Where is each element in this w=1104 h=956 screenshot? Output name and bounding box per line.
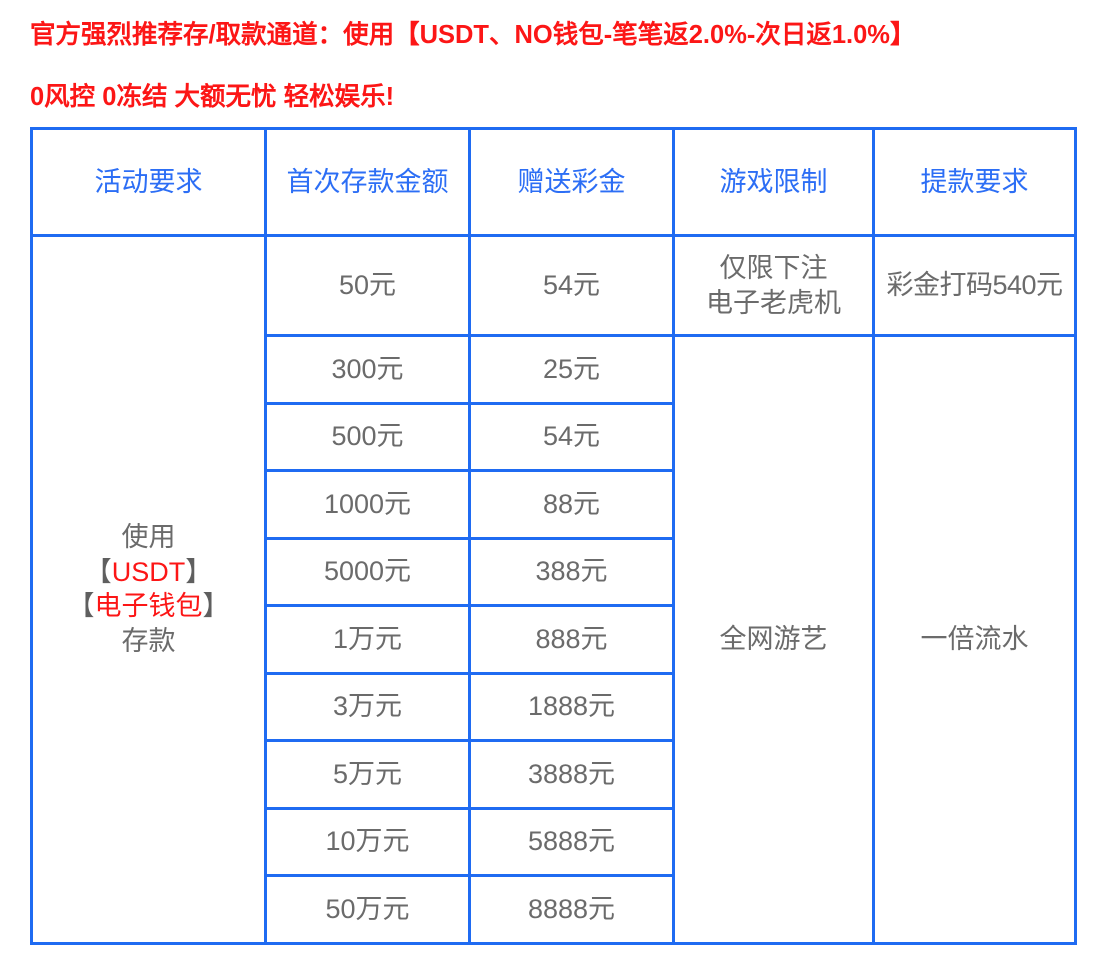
cell-deposit-amount: 300元 <box>264 334 471 405</box>
cell-deposit-amount: 1000元 <box>264 469 471 540</box>
cell-bonus-amount: 8888元 <box>468 874 675 945</box>
column-header-activity-requirement: 活动要求 <box>30 127 267 237</box>
column-header-withdrawal-requirement: 提款要求 <box>872 127 1077 237</box>
cell-deposit-amount: 50元 <box>264 234 471 337</box>
cell-deposit-amount: 5000元 <box>264 536 471 607</box>
table-row: 3万元 1888元 <box>32 671 1076 742</box>
bracket-open: 【 <box>84 556 112 587</box>
requirement-ewallet-label: 电子钱包 <box>94 591 203 622</box>
column-header-first-deposit-amount: 首次存款金额 <box>264 127 471 237</box>
cell-bonus-amount: 88元 <box>468 469 675 540</box>
cell-deposit-amount: 10万元 <box>264 806 471 877</box>
bracket-close: 】 <box>185 556 213 587</box>
requirement-line-use: 使用 <box>121 522 176 553</box>
promo-line-secondary: 0风控 0冻结 大额无忧 轻松娱乐! <box>30 83 395 111</box>
cell-bonus-amount: 3888元 <box>468 739 675 810</box>
column-header-bonus-amount: 赠送彩金 <box>468 127 675 237</box>
requirement-line-ewallet: 【电子钱包】 <box>33 589 264 624</box>
cell-bonus-amount: 888元 <box>468 604 675 675</box>
bonus-table: 活动要求 首次存款金额 赠送彩金 游戏限制 提款要求 使用 【USDT】 【电子… <box>30 127 1077 945</box>
table-row: 使用 【USDT】 【电子钱包】 存款 50元 54元 仅限下注 电子老虎机 彩… <box>30 234 1077 945</box>
column-header-game-restriction: 游戏限制 <box>672 127 875 237</box>
table-row: 1000元 88元 <box>32 469 1076 540</box>
bracket-open: 【 <box>67 591 95 622</box>
cell-deposit-amount: 5万元 <box>264 739 471 810</box>
cell-bonus-amount: 25元 <box>468 334 675 405</box>
game-restriction-line-2: 电子老虎机 <box>706 287 841 318</box>
requirement-usdt-label: USDT <box>111 556 186 587</box>
table-row: 10万元 5888元 <box>32 806 1076 877</box>
table-row: 500元 54元 <box>32 401 1076 472</box>
cell-bonus-amount: 54元 <box>468 401 675 472</box>
requirement-line-deposit: 存款 <box>121 625 176 656</box>
cell-bonus-amount: 54元 <box>468 234 675 337</box>
cell-deposit-amount: 1万元 <box>264 604 471 675</box>
cell-activity-requirement: 使用 【USDT】 【电子钱包】 存款 <box>30 234 267 945</box>
bonus-table-container: 活动要求 首次存款金额 赠送彩金 游戏限制 提款要求 使用 【USDT】 【电子… <box>30 127 1077 945</box>
cell-game-restriction-rest: 全网游艺 <box>672 334 875 945</box>
cell-withdrawal-requirement-first: 彩金打码540元 <box>872 234 1077 337</box>
table-row: 5万元 3888元 <box>32 739 1076 810</box>
bracket-close: 】 <box>202 591 230 622</box>
table-row: 300元 25元 全网游艺 一倍流水 <box>32 334 1077 945</box>
game-restriction-line-1: 仅限下注 <box>719 252 828 283</box>
cell-bonus-amount: 5888元 <box>468 806 675 877</box>
cell-bonus-amount: 388元 <box>468 536 675 607</box>
table-row: 1万元 888元 <box>32 604 1076 675</box>
cell-withdrawal-requirement-rest: 一倍流水 <box>872 334 1077 945</box>
cell-deposit-amount: 3万元 <box>264 671 471 742</box>
cell-game-restriction-first: 仅限下注 电子老虎机 <box>672 234 875 337</box>
table-row: 5000元 388元 <box>32 536 1076 607</box>
table-header-row: 活动要求 首次存款金额 赠送彩金 游戏限制 提款要求 <box>30 127 1077 237</box>
cell-bonus-amount: 1888元 <box>468 671 675 742</box>
cell-deposit-amount: 500元 <box>264 401 471 472</box>
cell-deposit-amount: 50万元 <box>264 874 471 945</box>
promo-line-primary: 官方强烈推荐存/取款通道：使用【USDT、NO钱包-笔笔返2.0%-次日返1.0… <box>30 21 916 49</box>
requirement-line-usdt: 【USDT】 <box>33 555 264 590</box>
table-row: 50万元 8888元 <box>32 874 1076 945</box>
